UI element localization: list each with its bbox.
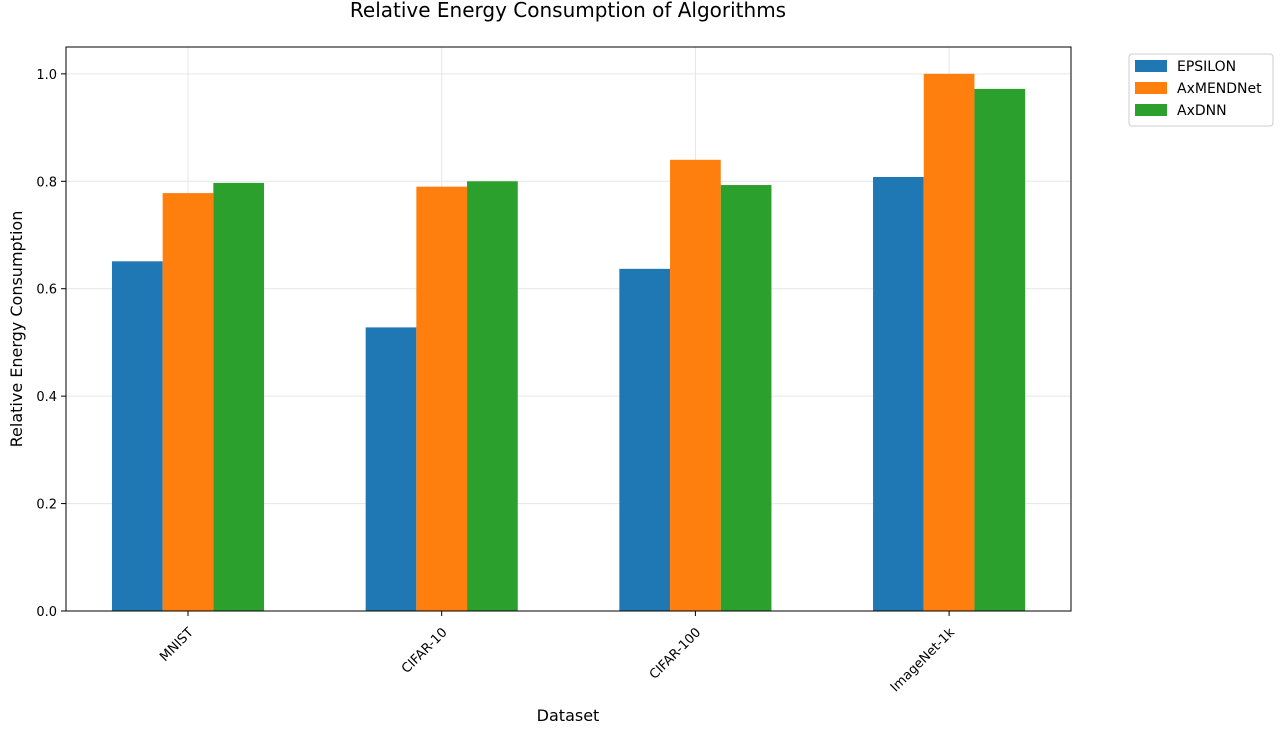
plot-frame bbox=[65, 46, 1072, 612]
legend-label: AxMENDNet bbox=[1177, 81, 1262, 97]
bar-axdnn-cifar-100 bbox=[720, 185, 772, 611]
bar-epsilon-cifar-100 bbox=[619, 268, 671, 611]
chart-title: Relative Energy Consumption of Algorithm… bbox=[350, 0, 786, 22]
y-tick-label: 0.0 bbox=[36, 605, 57, 620]
legend-swatch bbox=[1135, 60, 1167, 72]
bar-axdnn-imagenet-1k bbox=[974, 88, 1026, 611]
legend-swatch bbox=[1135, 82, 1167, 94]
y-tick-label: 0.4 bbox=[36, 390, 57, 405]
y-tick-label: 0.6 bbox=[36, 283, 57, 298]
y-tick-label: 0.2 bbox=[36, 498, 57, 513]
bar-axmendnet-mnist bbox=[162, 193, 214, 612]
legend-label: AxDNN bbox=[1177, 103, 1227, 119]
bar-axmendnet-cifar-10 bbox=[416, 186, 468, 611]
bar-axdnn-mnist bbox=[213, 182, 265, 611]
bar-axmendnet-cifar-100 bbox=[670, 159, 721, 612]
bar-epsilon-mnist bbox=[111, 261, 163, 611]
legend: EPSILON AxMENDNet AxDNN bbox=[1128, 53, 1274, 127]
x-axis-label: Dataset bbox=[537, 706, 600, 725]
y-tick-label: 0.8 bbox=[36, 175, 57, 190]
bars-group bbox=[111, 73, 1026, 612]
x-tick-label: CIFAR-100 bbox=[647, 625, 704, 682]
y-axis-ticks: 0.0 0.2 0.4 0.6 0.8 1.0 bbox=[36, 68, 66, 620]
x-tick-label: MNIST bbox=[157, 625, 197, 665]
x-axis-ticks: MNIST CIFAR-10 CIFAR-100 ImageNet-1k bbox=[157, 611, 958, 695]
legend-label: EPSILON bbox=[1177, 59, 1236, 75]
bar-epsilon-imagenet-1k bbox=[873, 176, 924, 611]
y-axis-label: Relative Energy Consumption bbox=[7, 211, 26, 448]
x-tick-label: CIFAR-10 bbox=[399, 625, 450, 676]
y-tick-label: 1.0 bbox=[36, 68, 57, 83]
legend-swatch bbox=[1135, 104, 1167, 116]
bar-axmendnet-imagenet-1k bbox=[923, 73, 975, 612]
bar-epsilon-cifar-10 bbox=[365, 327, 417, 611]
x-tick-label: ImageNet-1k bbox=[888, 625, 958, 695]
bar-axdnn-cifar-10 bbox=[467, 181, 518, 612]
